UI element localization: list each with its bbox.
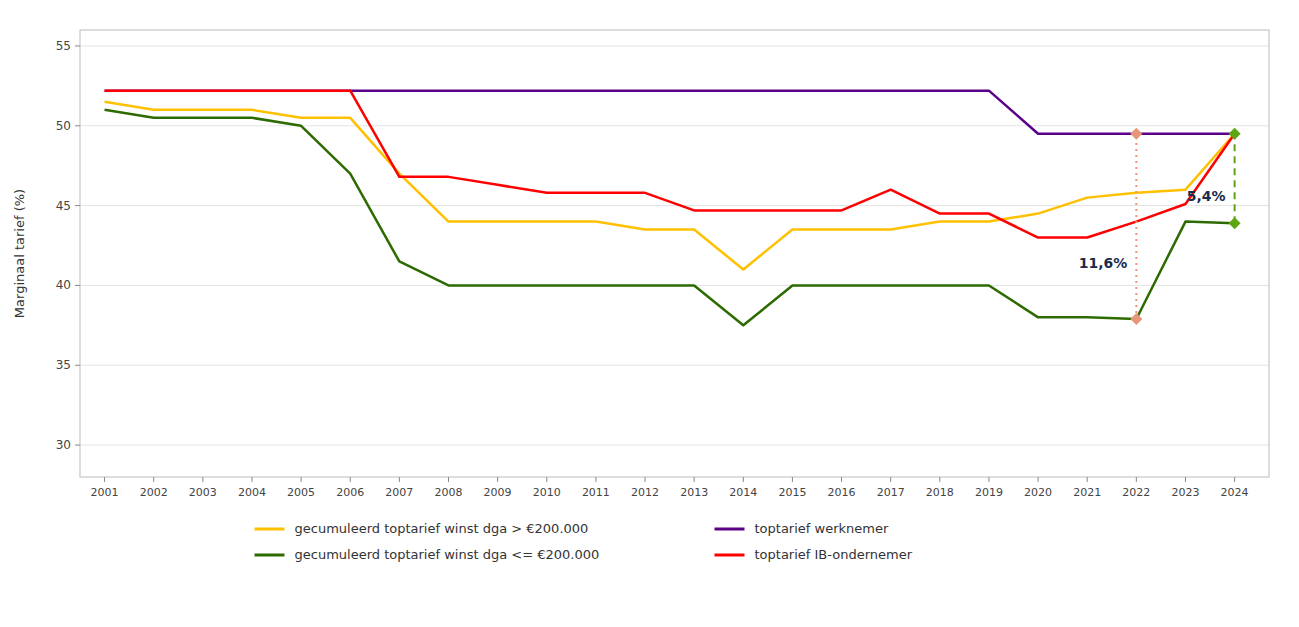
annotation-marker bbox=[1130, 128, 1142, 140]
legend-swatch bbox=[715, 554, 745, 557]
y-tick-label: 45 bbox=[56, 199, 71, 213]
x-tick-label: 2002 bbox=[140, 486, 168, 499]
x-tick bbox=[448, 477, 449, 482]
x-tick-label: 2018 bbox=[926, 486, 954, 499]
annotation-text: 11,6% bbox=[1079, 255, 1128, 271]
x-tick-label: 2006 bbox=[336, 486, 364, 499]
x-tick bbox=[1185, 477, 1186, 482]
x-tick bbox=[301, 477, 302, 482]
x-tick-label: 2024 bbox=[1221, 486, 1249, 499]
y-tick bbox=[75, 125, 80, 126]
x-tick-label: 2007 bbox=[385, 486, 413, 499]
x-tick-label: 2013 bbox=[680, 486, 708, 499]
plot-data bbox=[105, 91, 1241, 326]
y-tick-label: 35 bbox=[56, 358, 71, 372]
grid-line bbox=[80, 205, 1269, 206]
x-tick bbox=[350, 477, 351, 482]
x-tick bbox=[202, 477, 203, 482]
x-tick bbox=[743, 477, 744, 482]
x-tick bbox=[1087, 477, 1088, 482]
x-tick-label: 2010 bbox=[533, 486, 561, 499]
legend-swatch bbox=[715, 528, 745, 531]
y-tick-label: 50 bbox=[56, 119, 71, 133]
y-tick bbox=[75, 445, 80, 446]
x-tick bbox=[841, 477, 842, 482]
legend-label: toptarief IB-ondernemer bbox=[755, 547, 913, 562]
x-tick bbox=[939, 477, 940, 482]
grid-line bbox=[80, 445, 1269, 446]
legend-swatch bbox=[255, 528, 285, 531]
series-line bbox=[105, 91, 1235, 238]
x-tick-label: 2001 bbox=[91, 486, 119, 499]
x-tick-label: 2014 bbox=[729, 486, 757, 499]
series-line bbox=[105, 91, 1235, 134]
y-tick bbox=[75, 45, 80, 46]
annotation-marker bbox=[1130, 313, 1142, 325]
annotation-marker bbox=[1229, 217, 1241, 229]
x-tick-label: 2012 bbox=[631, 486, 659, 499]
x-tick bbox=[1234, 477, 1235, 482]
annotation-text: 5,4% bbox=[1187, 188, 1226, 204]
legend-item: gecumuleerd toptarief winst dga > €200.0… bbox=[255, 521, 589, 536]
x-tick bbox=[546, 477, 547, 482]
x-tick bbox=[694, 477, 695, 482]
x-tick-label: 2019 bbox=[975, 486, 1003, 499]
x-tick-label: 2015 bbox=[778, 486, 806, 499]
x-tick-label: 2020 bbox=[1024, 486, 1052, 499]
series-line bbox=[105, 110, 1235, 326]
x-tick bbox=[104, 477, 105, 482]
legend-item: gecumuleerd toptarief winst dga <= €200.… bbox=[255, 547, 600, 562]
y-tick bbox=[75, 285, 80, 286]
x-tick bbox=[399, 477, 400, 482]
legend-item: toptarief werknemer bbox=[715, 521, 889, 536]
y-tick-label: 55 bbox=[56, 39, 71, 53]
x-tick-label: 2009 bbox=[484, 486, 512, 499]
x-tick-label: 2008 bbox=[434, 486, 462, 499]
x-tick bbox=[1038, 477, 1039, 482]
series-line bbox=[105, 102, 1235, 270]
legend-label: gecumuleerd toptarief winst dga > €200.0… bbox=[295, 521, 589, 536]
x-tick bbox=[645, 477, 646, 482]
x-tick-label: 2017 bbox=[877, 486, 905, 499]
x-tick bbox=[497, 477, 498, 482]
x-tick-label: 2023 bbox=[1171, 486, 1199, 499]
x-tick bbox=[251, 477, 252, 482]
y-tick-label: 40 bbox=[56, 278, 71, 292]
x-tick-label: 2016 bbox=[828, 486, 856, 499]
annotation-line bbox=[1135, 134, 1137, 319]
legend-label: gecumuleerd toptarief winst dga <= €200.… bbox=[295, 547, 600, 562]
x-tick bbox=[1136, 477, 1137, 482]
x-tick-label: 2004 bbox=[238, 486, 266, 499]
x-tick bbox=[988, 477, 989, 482]
x-tick-label: 2022 bbox=[1122, 486, 1150, 499]
x-tick-label: 2003 bbox=[189, 486, 217, 499]
x-tick bbox=[153, 477, 154, 482]
chart: 30 35 40 45 50 55 2001 2002 2003 2004 2005 2006 2007… bbox=[0, 0, 1299, 627]
grid-line bbox=[80, 125, 1269, 126]
grid-line bbox=[80, 45, 1269, 46]
y-tick bbox=[75, 365, 80, 366]
annotation-line bbox=[1234, 134, 1236, 223]
y-axis-label: Marginaal tarief (%) bbox=[12, 189, 27, 318]
x-tick-label: 2021 bbox=[1073, 486, 1101, 499]
legend-swatch bbox=[255, 554, 285, 557]
x-tick-label: 2011 bbox=[582, 486, 610, 499]
y-tick-label: 30 bbox=[56, 438, 71, 452]
legend-item: toptarief IB-ondernemer bbox=[715, 547, 913, 562]
y-tick bbox=[75, 205, 80, 206]
annotation-marker bbox=[1229, 128, 1241, 140]
x-tick bbox=[595, 477, 596, 482]
grid-line bbox=[80, 365, 1269, 366]
plot-frame bbox=[80, 30, 1269, 477]
x-tick bbox=[890, 477, 891, 482]
legend-label: toptarief werknemer bbox=[755, 521, 889, 536]
x-tick-label: 2005 bbox=[287, 486, 315, 499]
x-tick bbox=[792, 477, 793, 482]
